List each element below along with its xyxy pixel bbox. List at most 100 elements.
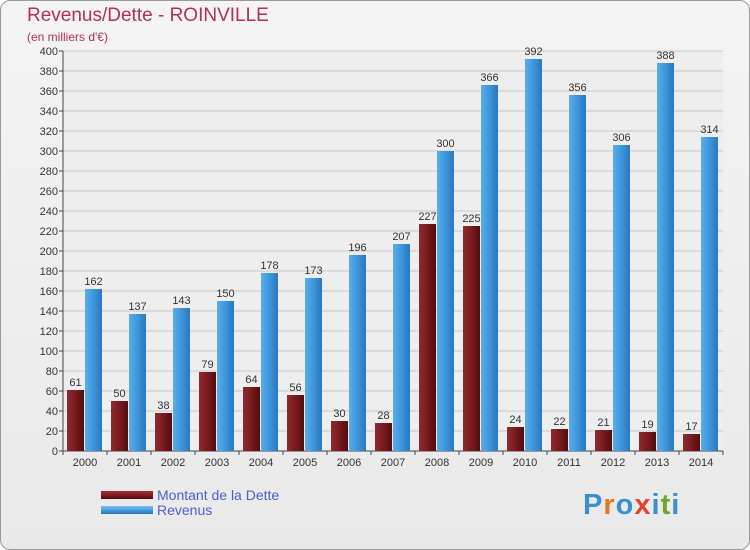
bar-dette xyxy=(199,372,216,451)
legend-item-revenus: Revenus xyxy=(101,501,279,518)
x-tick-label: 2001 xyxy=(117,457,141,469)
logo-letter: t xyxy=(660,489,672,521)
y-tick-label: 140 xyxy=(40,306,58,318)
bar-revenus xyxy=(129,314,146,451)
bar-revenus xyxy=(701,137,718,451)
data-label-revenus: 178 xyxy=(260,260,278,272)
bar-revenus xyxy=(525,59,542,451)
legend-item-dette: Montant de la Dette xyxy=(101,486,280,503)
logo-letter: o xyxy=(615,489,635,521)
data-label-dette: 19 xyxy=(641,419,653,431)
data-label-revenus: 196 xyxy=(348,242,366,254)
bar-revenus xyxy=(569,95,586,451)
proxiti-logo: Proxiti xyxy=(583,489,680,522)
y-tick-label: 200 xyxy=(40,246,58,258)
data-label-revenus: 137 xyxy=(128,301,146,313)
bar-revenus xyxy=(481,85,498,451)
data-label-dette: 38 xyxy=(157,400,169,412)
y-tick-label: 120 xyxy=(40,326,58,338)
bar-dette xyxy=(287,395,304,451)
x-tick-label: 2012 xyxy=(601,457,625,469)
x-tick-label: 2010 xyxy=(513,457,537,469)
bar-revenus xyxy=(349,255,366,451)
bar-dette xyxy=(155,413,172,451)
bar-dette xyxy=(375,423,392,451)
y-tick-label: 80 xyxy=(46,366,58,378)
bar-revenus xyxy=(393,244,410,451)
legend-label-dette: Montant de la Dette xyxy=(157,486,280,503)
logo-letter: x xyxy=(634,489,652,521)
x-tick-label: 2009 xyxy=(469,457,493,469)
bar-dette xyxy=(331,421,348,451)
y-tick-label: 20 xyxy=(46,426,58,438)
bar-revenus xyxy=(613,145,630,451)
y-tick-label: 180 xyxy=(40,266,58,278)
bar-revenus xyxy=(657,63,674,451)
bar-dette xyxy=(67,390,84,451)
bar-dette xyxy=(551,429,568,451)
y-tick-label: 40 xyxy=(46,406,58,418)
x-tick-label: 2007 xyxy=(381,457,405,469)
data-label-revenus: 207 xyxy=(392,231,410,243)
legend-label-revenus: Revenus xyxy=(157,501,213,518)
x-tick-label: 2006 xyxy=(337,457,361,469)
data-label-dette: 30 xyxy=(333,408,345,420)
data-label-revenus: 314 xyxy=(700,124,718,136)
bar-revenus xyxy=(217,301,234,451)
data-label-dette: 50 xyxy=(113,388,125,400)
data-label-dette: 21 xyxy=(597,417,609,429)
y-tick-label: 160 xyxy=(40,286,58,298)
y-tick-label: 280 xyxy=(40,166,58,178)
bar-revenus xyxy=(85,289,102,451)
data-label-revenus: 388 xyxy=(656,50,674,62)
x-tick-label: 2004 xyxy=(249,457,273,469)
data-label-revenus: 150 xyxy=(216,288,234,300)
x-tick-label: 2005 xyxy=(293,457,317,469)
x-tick-label: 2002 xyxy=(161,457,185,469)
chart-subtitle: (en milliers d'€) xyxy=(27,30,108,44)
bar-dette xyxy=(111,401,128,451)
data-label-dette: 64 xyxy=(245,374,257,386)
y-tick-label: 240 xyxy=(40,206,58,218)
y-tick-label: 340 xyxy=(40,106,58,118)
data-label-revenus: 392 xyxy=(524,46,542,58)
logo-letter: P xyxy=(583,489,604,521)
logo-letter: i xyxy=(651,489,661,521)
data-label-dette: 61 xyxy=(69,377,81,389)
x-tick-label: 2011 xyxy=(557,457,581,469)
bar-dette xyxy=(243,387,260,451)
data-label-revenus: 306 xyxy=(612,132,630,144)
data-label-dette: 56 xyxy=(289,382,301,394)
y-tick-label: 100 xyxy=(40,346,58,358)
y-tick-label: 300 xyxy=(40,146,58,158)
data-label-revenus: 356 xyxy=(568,82,586,94)
bar-dette xyxy=(463,226,480,451)
y-tick-label: 320 xyxy=(40,126,58,138)
data-label-revenus: 173 xyxy=(304,265,322,277)
data-label-dette: 225 xyxy=(462,213,480,225)
data-label-dette: 24 xyxy=(509,414,521,426)
x-tick-label: 2014 xyxy=(689,457,713,469)
data-label-revenus: 162 xyxy=(84,276,102,288)
logo-letter: r xyxy=(603,489,616,521)
x-tick-label: 2013 xyxy=(645,457,669,469)
data-label-dette: 22 xyxy=(553,416,565,428)
bar-revenus xyxy=(305,278,322,451)
y-tick-label: 360 xyxy=(40,86,58,98)
bar-revenus xyxy=(437,151,454,451)
bar-revenus xyxy=(173,308,190,451)
chart-legend: Montant de la Dette Revenus xyxy=(101,486,280,518)
x-tick-label: 2003 xyxy=(205,457,229,469)
y-tick-label: 260 xyxy=(40,186,58,198)
bar-dette xyxy=(683,434,700,451)
data-label-dette: 17 xyxy=(685,421,697,433)
y-tick-label: 220 xyxy=(40,226,58,238)
y-tick-label: 0 xyxy=(52,446,58,458)
bar-dette xyxy=(639,432,656,451)
data-label-revenus: 143 xyxy=(172,295,190,307)
data-label-dette: 28 xyxy=(377,410,389,422)
bar-dette xyxy=(595,430,612,451)
y-tick-label: 60 xyxy=(46,386,58,398)
